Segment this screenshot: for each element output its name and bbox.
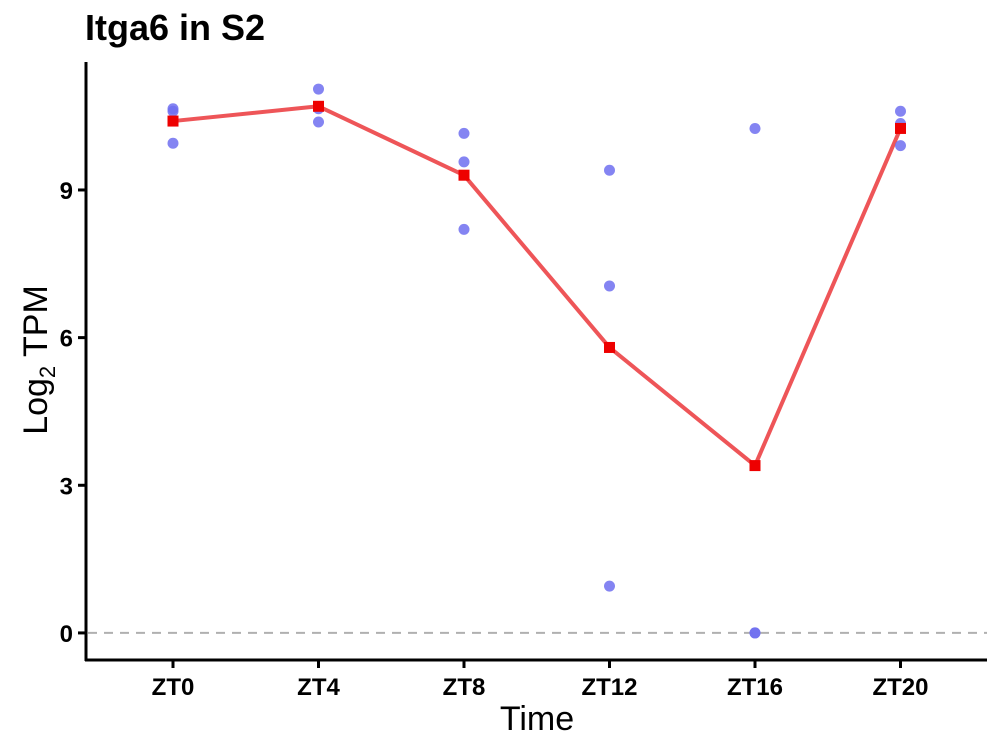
y-axis: 0 3 6 9 <box>60 62 88 661</box>
replicate-point <box>167 103 179 115</box>
replicate-point <box>313 83 324 95</box>
replicate-point <box>749 627 761 639</box>
x-axis-title: Time <box>500 700 574 738</box>
mean-marker <box>895 122 906 134</box>
x-tick-label: ZT0 <box>152 674 195 701</box>
replicate-point <box>604 280 615 292</box>
x-axis: ZT0 ZT4 ZT8 ZT12 ZT16 ZT20 <box>85 658 987 701</box>
y-tick-label: 3 <box>60 473 73 500</box>
replicate-points <box>167 83 906 639</box>
chart-title: Itga6 in S2 <box>85 7 265 48</box>
replicate-point <box>604 164 615 176</box>
y-tick-label: 9 <box>60 178 73 205</box>
replicate-point <box>895 105 906 117</box>
mean-marker <box>313 100 324 112</box>
y-tick-label: 6 <box>60 326 73 353</box>
y-axis-title-main: Log <box>17 378 55 435</box>
x-tick-label: ZT20 <box>872 674 928 701</box>
replicate-point <box>895 140 906 152</box>
mean-marker <box>749 460 761 472</box>
replicate-point <box>167 137 179 149</box>
y-tick-label: 0 <box>60 621 73 648</box>
y-axis-title-rest: TPM <box>17 285 55 366</box>
mean-markers <box>167 100 906 472</box>
mean-line <box>172 104 903 468</box>
replicate-point <box>458 127 470 139</box>
mean-marker <box>604 341 615 353</box>
replicate-point <box>313 116 324 128</box>
x-tick-label: ZT8 <box>443 674 486 701</box>
x-tick-label: ZT4 <box>297 674 340 701</box>
y-axis-title-subscript: 2 <box>35 366 60 378</box>
x-tick-label: ZT16 <box>727 674 783 701</box>
replicate-point <box>604 580 615 592</box>
y-axis-title: Log2 TPM <box>17 285 60 435</box>
x-tick-label: ZT12 <box>581 674 637 701</box>
mean-marker <box>458 169 470 181</box>
replicate-point <box>749 122 761 134</box>
replicate-point <box>458 223 470 235</box>
replicate-point <box>458 156 470 168</box>
plot-area <box>88 83 987 639</box>
mean-marker <box>167 115 179 127</box>
